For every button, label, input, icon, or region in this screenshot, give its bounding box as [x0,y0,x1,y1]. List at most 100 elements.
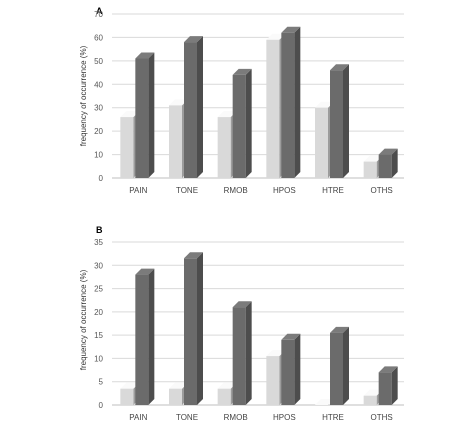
x-category-label: HTRE [322,413,344,422]
bar-side [197,252,203,405]
bar [135,268,155,405]
x-category-label: RMOB [224,413,248,422]
bar-front [232,74,246,178]
bar-front [217,117,231,178]
bar-top [184,252,203,259]
bar-side [197,36,203,178]
x-category-label: RMOB [224,186,248,195]
x-category-label: TONE [176,186,198,195]
bar-front [281,32,295,178]
y-tick-label: 20 [94,127,103,136]
bar [281,333,301,405]
y-tick-label: 40 [94,80,103,89]
y-tick-label: 30 [94,261,103,270]
bar-side [343,64,349,178]
y-tick-label: 10 [94,354,103,363]
y-tick-label: 70 [94,10,103,19]
panel-a-gridlines [112,13,404,179]
bar-top [330,326,349,333]
y-tick-label: 20 [94,308,103,317]
bar-front [135,58,149,179]
bar-side [245,68,252,178]
panel-b-letter: B [96,225,103,235]
panel-a-letter: A [96,6,103,16]
y-tick-label: 35 [94,238,103,247]
bar [135,52,155,179]
bar-top [169,99,188,106]
bar-front [184,258,197,405]
bar [184,252,203,405]
bar [378,148,398,178]
bar-top [135,268,155,275]
bar-front [266,356,280,405]
bar-front [266,39,280,179]
bar-top [266,350,286,357]
x-category-label: PAIN [129,413,147,422]
bar-front [120,117,134,178]
bar-top [330,64,349,71]
bar-front [315,107,328,178]
bar [330,326,349,405]
bar-top [135,52,155,59]
bar-top [266,33,286,40]
bar-side [391,148,398,178]
bar-front [184,42,197,178]
bar-top [184,36,203,43]
bar-side [343,326,349,405]
bar-top [120,111,140,118]
x-category-label: OTHS [371,413,393,422]
y-tick-label: 0 [99,401,104,410]
bar-front [232,307,246,405]
panel-a-y-axis-title: frequency of occurrence (%) [79,45,88,146]
bar-side [245,301,252,405]
bar-front [169,105,182,178]
bar-side [148,52,155,179]
x-category-label: TONE [176,413,198,422]
y-tick-label: 5 [99,378,104,387]
bar [232,301,252,405]
bar [184,36,203,178]
bar-side [294,333,301,405]
bar-front [363,161,377,178]
bar [232,68,252,178]
bar [315,399,334,405]
bar-front [330,70,343,178]
bar-top [169,382,188,389]
y-tick-label: 10 [94,151,103,160]
bar-top [232,301,252,308]
bar-top [217,382,237,389]
panel-b-gridlines [112,241,404,406]
y-tick-label: 25 [94,285,103,294]
chart-panel-a: A frequency of occurrence (%) 0 10 20 30 40 5… [79,6,404,195]
bar-side [391,366,398,405]
bar-top [378,148,398,155]
x-category-label: HPOS [273,413,296,422]
bar-front [330,332,343,405]
bar-top [363,389,383,396]
bar-top [315,399,334,405]
y-tick-label: 0 [99,174,104,183]
bar-top [281,333,301,340]
bar [281,26,301,178]
bar [378,366,398,405]
bar-top [378,366,398,373]
bar-front [378,154,392,178]
bar-front [169,388,182,405]
bar-top [120,382,140,389]
bar-front [281,339,295,405]
y-tick-label: 15 [94,331,103,340]
bar-top [232,68,252,75]
bar-side [294,26,301,178]
bar-top [217,111,237,118]
y-tick-label: 50 [94,57,103,66]
x-category-label: HPOS [273,186,296,195]
x-category-label: OTHS [371,186,393,195]
y-tick-label: 60 [94,33,103,42]
bar-top [363,155,383,162]
bar-side [148,268,155,405]
bar-front [378,372,392,405]
bar-front [217,388,231,405]
bar [330,64,349,178]
x-category-label: PAIN [129,186,147,195]
